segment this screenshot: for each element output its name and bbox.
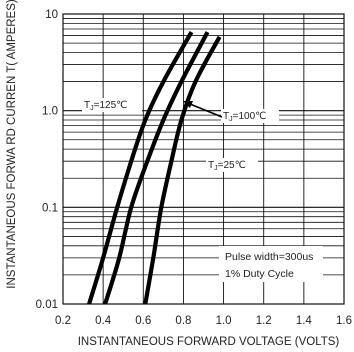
annotation-box: Pulse width=300us 1% Duty Cycle xyxy=(219,246,323,282)
y-axis-label: INSTANTANEOUS FORWA RD CURREN T( AMPERES… xyxy=(6,0,18,289)
y-tick-label: 1.0 xyxy=(42,106,58,118)
x-tick-label: 1.4 xyxy=(296,315,313,327)
x-tick-label: 0.6 xyxy=(135,315,151,327)
annotation-pulse-width: Pulse width=300us xyxy=(225,251,313,263)
y-tick-label: 10 xyxy=(45,9,58,21)
x-tick-label: 0.4 xyxy=(95,315,112,327)
x-tick-label: 1.6 xyxy=(336,315,352,327)
x-tick-label: 1.0 xyxy=(216,315,232,327)
curves xyxy=(89,32,220,304)
series-line-125c xyxy=(89,32,191,304)
x-tick-label: 0.2 xyxy=(55,315,71,327)
series-line-100c xyxy=(105,32,207,304)
x-tick-label: 1.2 xyxy=(256,315,272,327)
annotation-duty-cycle: 1% Duty Cycle xyxy=(225,268,294,280)
x-axis-label: INSTANTANEOUS FORWARD VOLTAGE (VOLTS) xyxy=(78,336,340,348)
x-tick-label: 0.8 xyxy=(175,315,191,327)
y-tick-label: 0.1 xyxy=(42,202,58,214)
series-label-25c: TJ=25℃ xyxy=(208,160,246,172)
y-tick-label: 0.01 xyxy=(36,299,58,311)
